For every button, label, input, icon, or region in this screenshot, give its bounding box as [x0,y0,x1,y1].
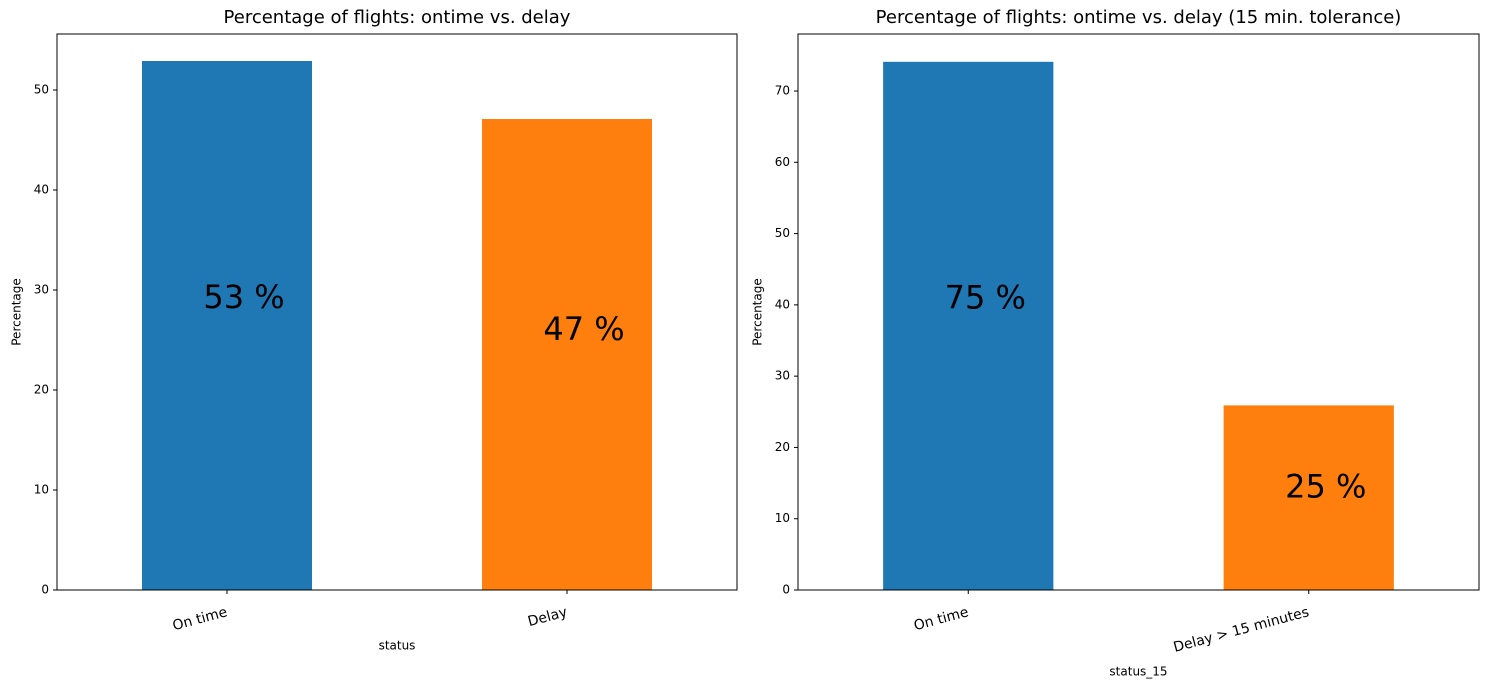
x-axis-label: status_15 [1109,665,1167,679]
y-tick-label: 70 [775,84,790,98]
x-tick-label: On time [171,604,229,634]
bar [482,119,652,590]
x-axis-label: status [379,639,416,653]
x-tick-label: Delay [526,604,569,630]
bar-annotation: 53 % [203,278,284,316]
axes-frame [797,33,1480,591]
y-tick-label: 50 [775,226,790,240]
y-tick-label: 20 [775,440,790,454]
bar [1223,405,1394,590]
x-tick-label: Delay > 15 minutes [1172,604,1311,656]
bar-annotation: 47 % [543,310,624,348]
y-tick-label: 40 [34,183,49,197]
y-axis-label: Percentage [10,278,24,346]
y-tick-label: 40 [775,297,790,311]
chart-title: Percentage of flights: ontime vs. delay [224,7,571,28]
y-tick-label: 10 [775,511,790,525]
y-tick-label: 0 [41,583,49,597]
y-axis-label: Percentage [751,278,765,346]
y-tick-label: 60 [775,155,790,169]
x-tick-label: On time [912,604,970,634]
y-tick-label: 0 [782,583,790,597]
axes-frame [56,33,738,591]
chart-title: Percentage of flights: ontime vs. delay … [876,7,1402,28]
bar-annotation: 25 % [1285,467,1366,505]
bar [142,61,312,590]
bar-annotation: 75 % [945,278,1026,316]
y-tick-label: 30 [34,283,49,297]
y-tick-label: 20 [34,383,49,397]
y-tick-label: 50 [34,83,49,97]
y-tick-label: 10 [34,483,49,497]
bar [883,61,1054,591]
y-tick-label: 30 [775,369,790,383]
